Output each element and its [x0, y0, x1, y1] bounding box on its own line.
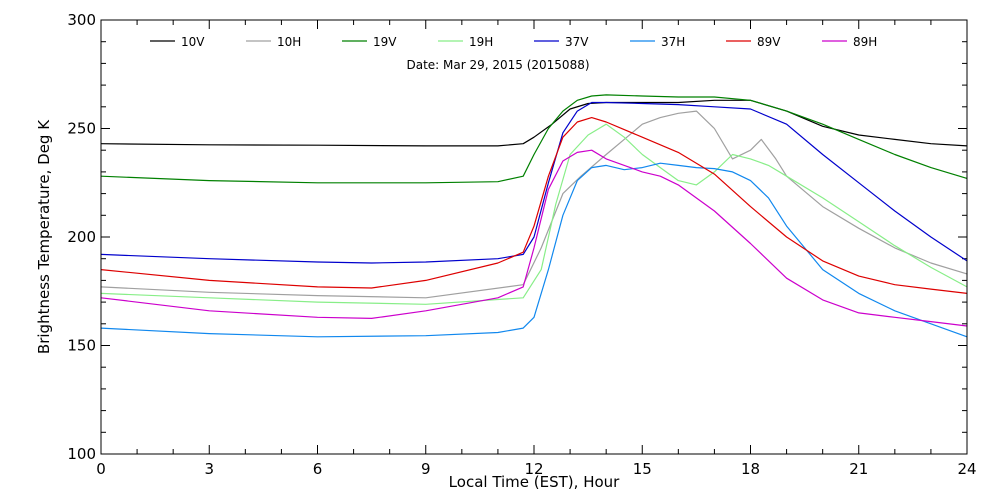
series-line-89h [100, 149, 968, 327]
x-tick-label: 21 [849, 460, 868, 478]
series-line-19v [100, 94, 968, 184]
legend-label-37v: 37V [565, 35, 589, 49]
x-tick-label: 15 [633, 460, 652, 478]
series-layer [100, 94, 968, 338]
y-tick-label: 300 [67, 11, 96, 29]
legend-label-37h: 37H [661, 35, 685, 49]
ticks-layer: 0 3 6 9 12 15 18 21 24 100 150 200 250 300 [67, 11, 976, 478]
x-tick-label: 18 [741, 460, 760, 478]
plot-frame [100, 19, 968, 455]
y-tick-label: 100 [67, 445, 96, 463]
x-axis-title: Local Time (EST), Hour [449, 473, 620, 491]
x-tick-label: 3 [204, 460, 214, 478]
legend-label-19h: 19H [469, 35, 493, 49]
legend-label-10v: 10V [181, 35, 205, 49]
x-tick-label: 12 [524, 460, 543, 478]
series-line-37h [100, 162, 968, 338]
date-annotation: Date: Mar 29, 2015 (2015088) [406, 58, 589, 72]
x-tick-label: 24 [957, 460, 976, 478]
x-tick-label: 9 [421, 460, 431, 478]
series-line-10h [100, 110, 968, 299]
series-line-10v [100, 99, 968, 147]
legend: 10V 10H 19V 19H 37V 37H 89V 89H [150, 35, 877, 49]
y-axis-title: Brightness Temperature, Deg K [35, 119, 53, 354]
legend-label-89v: 89V [757, 35, 781, 49]
legend-label-10h: 10H [277, 35, 301, 49]
x-tick-label: 0 [96, 460, 106, 478]
legend-label-19v: 19V [373, 35, 397, 49]
y-tick-label: 250 [67, 120, 96, 138]
y-tick-label: 150 [67, 337, 96, 355]
series-line-19h [100, 123, 968, 305]
series-line-37v [100, 101, 968, 264]
y-tick-label: 200 [67, 228, 96, 246]
legend-label-89h: 89H [853, 35, 877, 49]
series-line-89v [100, 116, 968, 294]
x-tick-label: 6 [313, 460, 323, 478]
